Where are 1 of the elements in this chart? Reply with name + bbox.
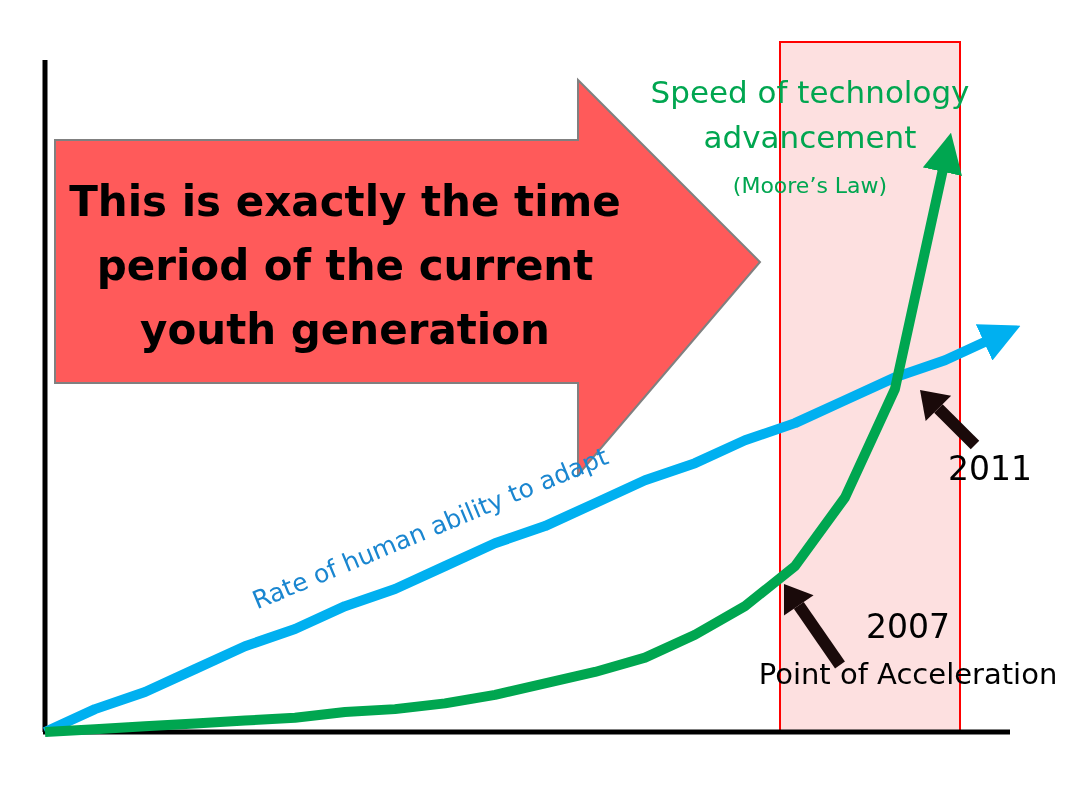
annotation: This is exactly the time period of the current youth generation (69, 177, 621, 354)
